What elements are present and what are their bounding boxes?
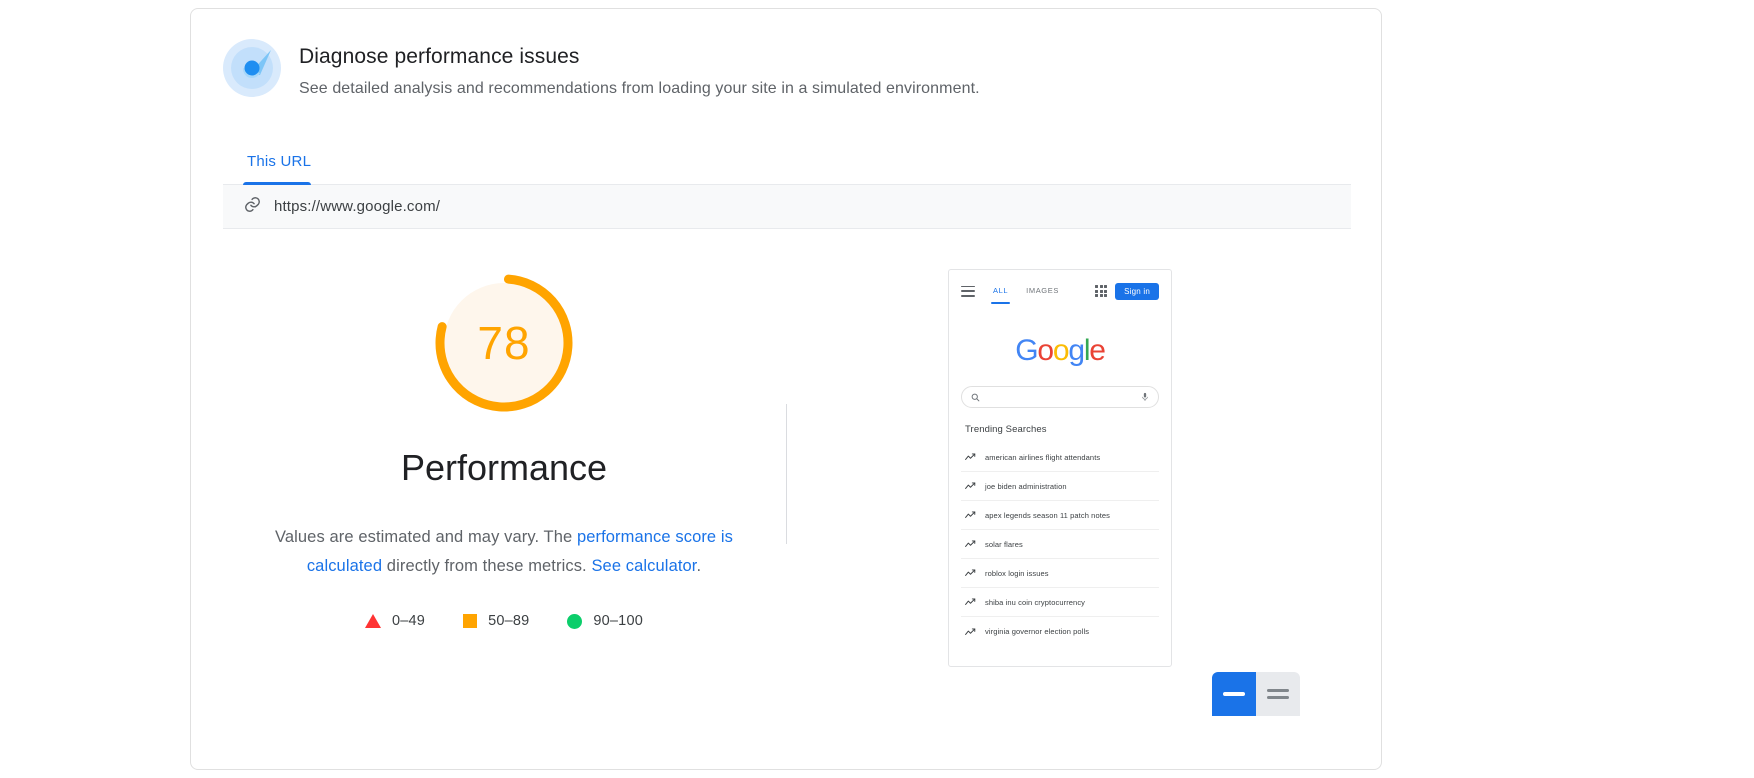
legend-label-average: 50–89 <box>488 613 530 629</box>
column-divider <box>786 404 787 544</box>
url-value: https://www.google.com/ <box>274 198 441 215</box>
list-item: virginia governor election polls <box>961 617 1159 646</box>
desc-part-3: . <box>696 557 702 575</box>
legend-label-poor: 0–49 <box>392 613 426 629</box>
performance-score-link[interactable]: performance score is calculated <box>306 528 734 575</box>
lighthouse-icon <box>223 39 281 97</box>
lighthouse-card: Diagnose performance issues See detailed… <box>190 8 1382 770</box>
score-legend: 0–49 50–89 90–100 <box>365 613 643 629</box>
list-item-label: joe biden administration <box>985 481 1067 491</box>
logo-letter-g2: g <box>1068 334 1085 367</box>
page-screenshot-thumbnail: ALL IMAGES Sign in Google <box>948 269 1172 667</box>
circle-icon <box>567 613 583 629</box>
list-item: solar flares <box>961 530 1159 559</box>
desc-part-1: Values are estimated and may vary. The <box>274 528 577 546</box>
list-item: american airlines flight attendants <box>961 443 1159 472</box>
page-title: Diagnose performance issues <box>299 45 580 68</box>
trending-searches-list: american airlines flight attendants joe … <box>961 443 1159 646</box>
performance-gauge: 78 <box>432 271 576 415</box>
performance-category-label: Performance <box>400 447 608 488</box>
legend-item-good: 90–100 <box>567 613 643 629</box>
trending-up-icon <box>965 540 976 547</box>
link-icon <box>243 195 262 219</box>
thumbnail-tab-all: ALL <box>990 285 1011 304</box>
trending-up-icon <box>965 569 976 576</box>
list-item: apex legends season 11 patch notes <box>961 501 1159 530</box>
mobile-view-button[interactable] <box>1212 672 1256 716</box>
logo-letter-e: e <box>1089 334 1106 367</box>
url-bar[interactable]: https://www.google.com/ <box>223 185 1351 229</box>
list-item: shiba inu coin cryptocurrency <box>961 588 1159 617</box>
trending-up-icon <box>965 627 976 635</box>
hamburger-icon <box>961 285 975 297</box>
legend-item-poor: 0–49 <box>365 613 425 629</box>
trending-up-icon <box>965 453 976 460</box>
score-description: Values are estimated and may vary. The p… <box>269 523 739 581</box>
legend-item-average: 50–89 <box>463 613 529 629</box>
list-item-label: shiba inu coin cryptocurrency <box>985 597 1086 607</box>
triangle-icon <box>365 614 381 628</box>
performance-score-section: 78 Performance Values are estimated and … <box>223 271 785 629</box>
tab-strip: This URL <box>223 137 1351 185</box>
logo-letter-o1: o <box>1037 334 1054 367</box>
sign-in-button: Sign in <box>1115 282 1159 300</box>
list-item-label: apex legends season 11 patch notes <box>985 510 1111 520</box>
page-subtitle: See detailed analysis and recommendation… <box>299 80 980 97</box>
performance-score-value: 78 <box>477 317 531 369</box>
list-item-label: roblox login issues <box>985 568 1049 578</box>
list-item-label: american airlines flight attendants <box>985 452 1101 462</box>
square-icon <box>463 614 478 628</box>
desktop-view-button[interactable] <box>1256 672 1300 716</box>
trending-searches-heading: Trending Searches <box>965 424 1047 435</box>
trending-up-icon <box>965 482 976 489</box>
desc-part-2: directly from these metrics. <box>382 557 592 575</box>
logo-letter-g1: G <box>1015 334 1038 367</box>
logo-letter-l: l <box>1083 334 1091 367</box>
see-calculator-link[interactable]: See calculator <box>591 557 697 575</box>
logo-letter-o2: o <box>1052 334 1070 367</box>
list-item: roblox login issues <box>961 559 1159 588</box>
thumbnail-header: ALL IMAGES Sign in <box>949 270 1171 312</box>
card-header: Diagnose performance issues See detailed… <box>223 39 980 101</box>
legend-label-good: 90–100 <box>593 613 643 629</box>
trending-up-icon <box>965 598 976 605</box>
tab-active-indicator <box>243 182 311 185</box>
tab-this-url[interactable]: This URL <box>247 152 312 170</box>
list-item-label: virginia governor election polls <box>985 627 1090 636</box>
list-item: joe biden administration <box>961 472 1159 501</box>
apps-grid-icon <box>1095 285 1108 297</box>
google-logo: Google <box>949 334 1171 368</box>
thumbnail-search-box <box>961 386 1159 408</box>
search-icon <box>971 393 980 401</box>
header-text-block: Diagnose performance issues See detailed… <box>299 39 980 101</box>
microphone-icon <box>1142 392 1148 401</box>
trending-up-icon <box>965 511 976 518</box>
device-view-toggle[interactable] <box>1212 672 1300 716</box>
thumbnail-tab-images: IMAGES <box>1026 285 1059 295</box>
list-item-label: solar flares <box>985 539 1023 549</box>
